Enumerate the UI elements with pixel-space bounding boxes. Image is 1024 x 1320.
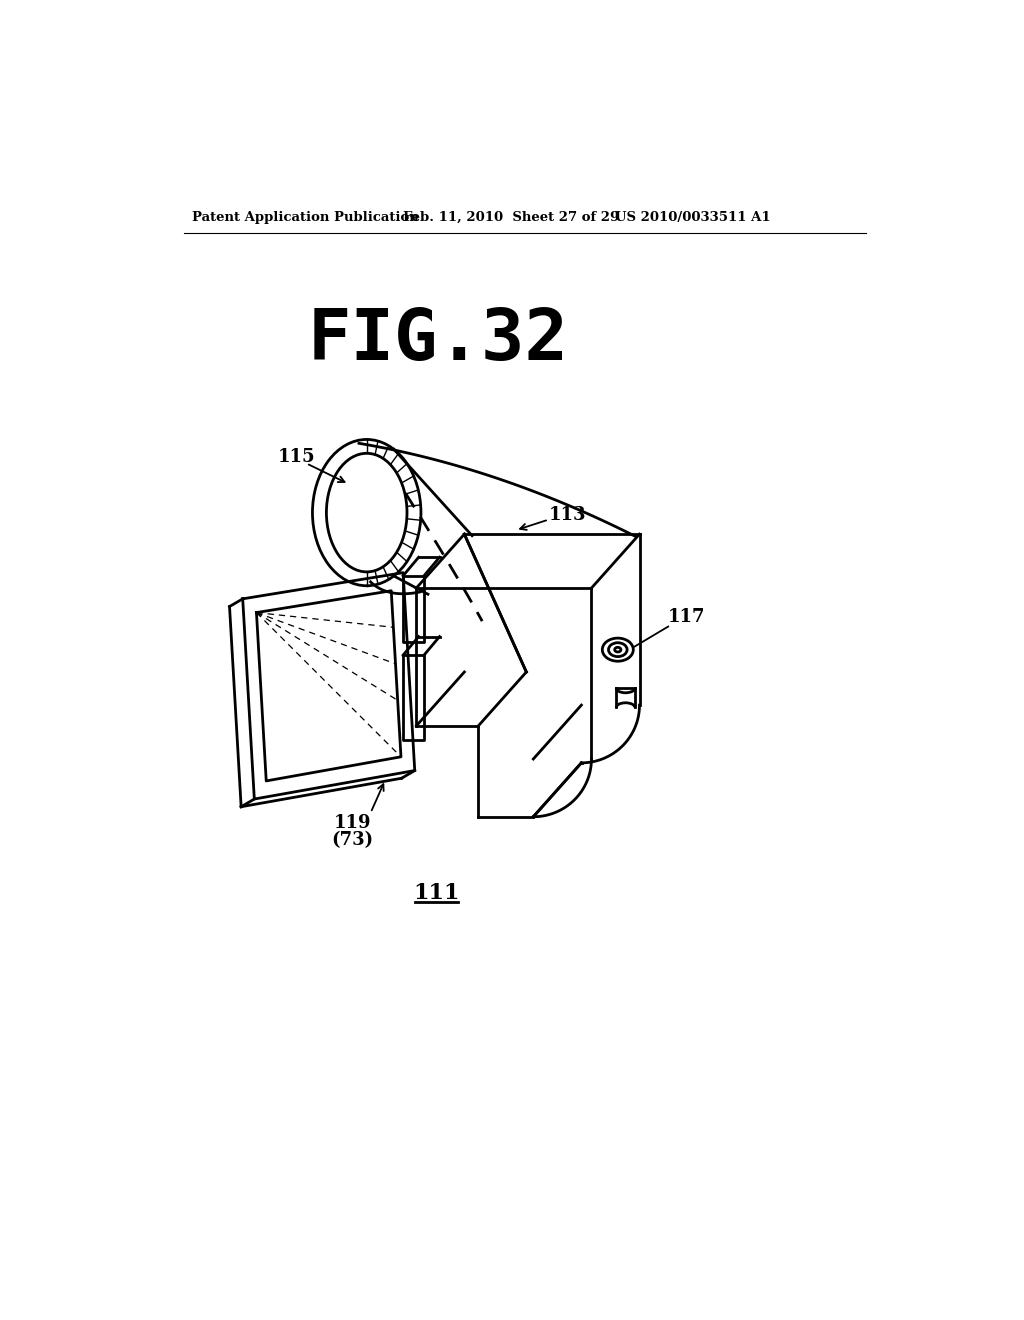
Text: 119: 119 [334, 814, 372, 833]
Text: Patent Application Publication: Patent Application Publication [191, 211, 418, 224]
Text: 117: 117 [669, 607, 706, 626]
Text: FIG.32: FIG.32 [307, 306, 568, 375]
Text: Feb. 11, 2010  Sheet 27 of 29: Feb. 11, 2010 Sheet 27 of 29 [403, 211, 620, 224]
Text: (73): (73) [332, 830, 374, 849]
Text: 115: 115 [278, 449, 315, 466]
Text: US 2010/0033511 A1: US 2010/0033511 A1 [614, 211, 770, 224]
Text: 111: 111 [414, 882, 460, 904]
Text: 113: 113 [549, 506, 587, 524]
